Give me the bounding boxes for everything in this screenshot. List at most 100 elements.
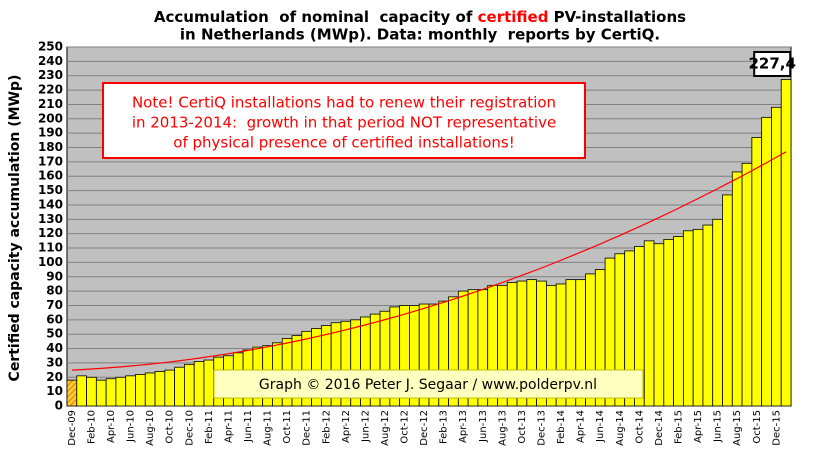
x-tick-label: Aug-10 (145, 410, 156, 446)
y-tick-label: 70 (46, 298, 63, 312)
bar (741, 162, 753, 407)
bar (751, 137, 763, 407)
x-tick-label: Oct-12 (400, 410, 411, 444)
x-tick-label: Oct-13 (517, 410, 528, 444)
y-tick-label: 40 (46, 341, 63, 355)
bar (144, 372, 156, 407)
x-tick-label: Apr-11 (223, 410, 234, 443)
x-tick-label: Apr-10 (106, 410, 117, 443)
bar (203, 359, 215, 407)
y-tick-label: 210 (38, 97, 63, 111)
bar (105, 378, 117, 407)
x-tick-label: Aug-14 (615, 410, 626, 446)
bar (95, 379, 107, 407)
bar (66, 379, 78, 407)
bar (663, 239, 674, 407)
bar (780, 79, 792, 407)
bar (682, 230, 694, 407)
y-tick-label: 240 (38, 54, 63, 68)
y-tick-label: 30 (46, 355, 63, 369)
trend-line (71, 151, 787, 371)
y-tick-label: 100 (38, 255, 63, 269)
bar (673, 236, 684, 407)
x-tick-label: Feb-13 (439, 410, 450, 444)
y-tick-label: 130 (38, 212, 63, 226)
x-tick-label: Dec-13 (537, 410, 548, 446)
x-tick-label: Jun-13 (478, 410, 489, 443)
note: Note! CertiQ installations had to renew … (132, 94, 556, 112)
y-tick-label: 250 (38, 40, 63, 54)
credit-box (213, 369, 644, 399)
y-tick-label: 10 (46, 384, 63, 398)
y-tick-label: 180 (38, 140, 63, 154)
x-tick-label: Oct-14 (634, 410, 645, 444)
y-tick-label: 50 (46, 327, 63, 341)
x-tick-label: Jun-14 (595, 410, 606, 443)
y-tick-label: 120 (38, 226, 63, 240)
x-tick-label: Feb-15 (673, 410, 684, 444)
y-tick-label: 190 (38, 126, 63, 140)
x-tick-label: Dec-12 (419, 410, 430, 446)
note: of physical presence of certified instal… (173, 134, 514, 152)
x-tick-label: Jun-12 (360, 410, 371, 443)
x-tick-label: Jun-11 (243, 410, 254, 443)
bar (731, 171, 743, 407)
y-tick-label: 160 (38, 169, 63, 183)
value-label: 227,4 (748, 55, 795, 73)
x-tick-label: Dec-14 (654, 410, 665, 446)
y-axis-label: Certified capacity accumulation (MWp) (7, 75, 23, 382)
bar (692, 228, 704, 407)
bar (702, 224, 714, 407)
x-tick-label: Apr-14 (576, 410, 587, 443)
y-tick-label: 0 (55, 399, 63, 413)
bar (643, 240, 655, 407)
chart-title-line2: in Netherlands (MWp). Data: monthly repo… (180, 26, 660, 44)
x-tick-label: Dec-11 (302, 410, 313, 446)
y-tick-label: 80 (46, 284, 63, 298)
x-tick-label: Feb-14 (556, 410, 567, 444)
x-tick-label: Dec-15 (771, 410, 782, 446)
x-tick-label: Feb-11 (204, 410, 215, 444)
bar (722, 194, 733, 407)
y-tick-label: 150 (38, 183, 63, 197)
x-tick-label: Apr-13 (458, 410, 469, 443)
x-tick-label: Feb-10 (86, 410, 97, 444)
note-box (102, 82, 586, 159)
bar (712, 218, 723, 407)
x-tick-label: Aug-11 (263, 410, 274, 446)
bar (653, 243, 665, 407)
x-tick-label: Oct-11 (282, 410, 293, 444)
credit: Graph © 2016 Peter J. Segaar / www.polde… (259, 377, 597, 393)
x-tick-label: Apr-15 (693, 410, 704, 443)
bar (184, 363, 195, 407)
x-tick-label: Feb-12 (321, 410, 332, 444)
bar (86, 376, 97, 407)
bar (115, 376, 127, 407)
x-tick-label: Dec-10 (184, 410, 195, 446)
y-tick-label: 200 (38, 111, 63, 125)
bar (164, 369, 176, 407)
bar (193, 361, 205, 407)
x-tick-label: Aug-15 (732, 410, 743, 446)
x-tick-label: Aug-13 (497, 410, 508, 446)
value-label-box (753, 51, 792, 77)
y-tick-label: 20 (46, 370, 63, 384)
bar (125, 375, 136, 407)
x-tick-label: Aug-12 (380, 410, 391, 446)
x-tick-label: Oct-15 (752, 410, 763, 444)
x-tick-label: Dec-09 (67, 410, 78, 446)
y-tick-label: 90 (46, 269, 63, 283)
bar (174, 366, 185, 407)
y-tick-label: 230 (38, 68, 63, 82)
y-tick-label: 220 (38, 83, 63, 97)
bar (771, 106, 782, 407)
bar (135, 374, 146, 407)
y-tick-label: 60 (46, 312, 63, 326)
y-tick-label: 170 (38, 154, 63, 168)
x-tick-label: Oct-10 (165, 410, 176, 444)
chart-title: Accumulation of nominal capacity of cert… (154, 8, 686, 26)
note: in 2013-2014: growth in that period NOT … (132, 114, 556, 132)
bar (154, 371, 166, 407)
y-tick-label: 140 (38, 197, 63, 211)
